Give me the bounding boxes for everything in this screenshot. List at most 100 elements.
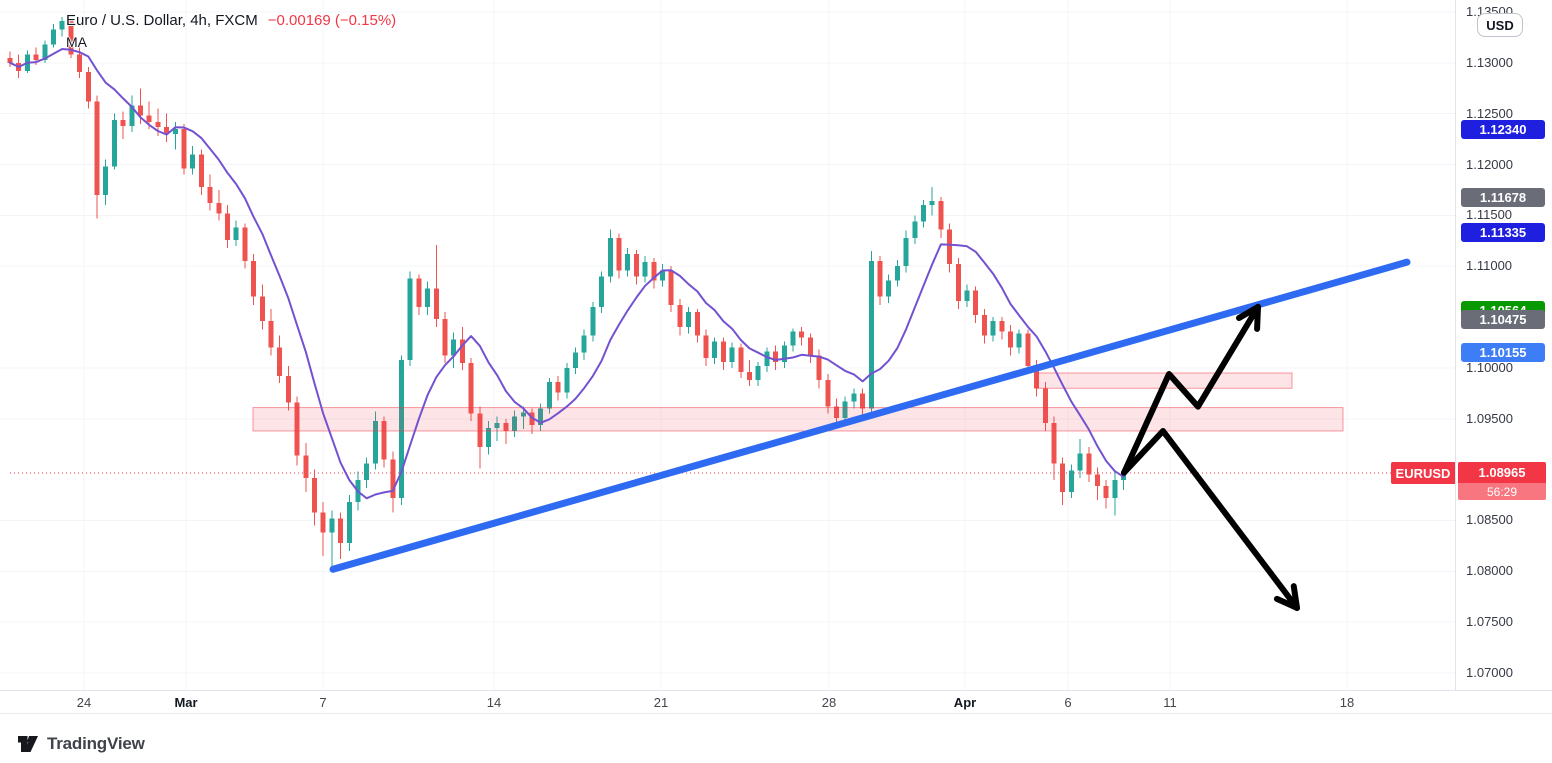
candle-body: [1060, 463, 1066, 492]
candle-body: [607, 237, 613, 277]
candle-body: [555, 382, 561, 393]
candle-body: [433, 288, 439, 320]
candle-body: [1086, 453, 1092, 475]
tradingview-logo-icon: [18, 736, 38, 752]
candle-body: [285, 376, 291, 403]
candle-body: [68, 21, 74, 55]
candle-body: [59, 21, 65, 30]
candle-body: [929, 201, 935, 206]
candle-body: [7, 57, 13, 63]
candle-body: [1112, 479, 1118, 499]
candle-body: [573, 352, 578, 368]
candle-body: [459, 339, 465, 363]
candle-body: [329, 518, 335, 533]
price-tick-label: 1.12000: [1466, 156, 1513, 172]
candle-body: [738, 347, 744, 372]
candle-body: [399, 359, 404, 499]
candle-body: [825, 380, 831, 407]
candle-body: [764, 351, 770, 366]
candle-body: [912, 221, 918, 238]
candle-body: [190, 154, 196, 169]
candle-body: [894, 266, 900, 281]
candle-body: [834, 406, 839, 418]
arrow-head: [1254, 303, 1261, 332]
candle-body: [773, 351, 779, 362]
candle-body: [42, 44, 48, 60]
candle-body: [268, 321, 274, 348]
candle-body: [494, 422, 500, 428]
candle-body: [1008, 331, 1013, 348]
supply-zone[interactable]: [252, 407, 1344, 432]
candle-body: [172, 128, 178, 135]
candle-body: [372, 420, 378, 464]
tradingview-watermark[interactable]: TradingView: [16, 732, 145, 756]
price-level-chip: 1.11678: [1461, 187, 1545, 207]
symbol-title[interactable]: Euro / U.S. Dollar, 4h, FXCM: [66, 12, 258, 29]
candle-body: [877, 261, 883, 297]
candle-body: [921, 205, 926, 222]
price-tick-label: 1.08500: [1466, 512, 1513, 528]
candle-body: [668, 270, 674, 305]
candle-body: [85, 71, 91, 102]
candle-body: [964, 290, 970, 301]
candle-body: [33, 54, 39, 60]
price-tick-label: 1.11500: [1466, 207, 1513, 223]
candle-body: [207, 186, 213, 204]
last-price-value: 1.08965: [1458, 462, 1546, 484]
candle-body: [616, 237, 622, 271]
candle-body: [842, 401, 848, 418]
candle-body: [520, 412, 526, 417]
price-level-chip: 1.10475: [1461, 310, 1545, 330]
candle-body: [990, 321, 996, 336]
currency-toggle-button[interactable]: USD: [1477, 13, 1523, 37]
indicator-ma-label[interactable]: MA: [66, 34, 87, 50]
chart-pane[interactable]: Euro / U.S. Dollar, 4h, FXCM −0.00169 (−0…: [0, 0, 1455, 690]
candle-body: [1025, 333, 1031, 366]
candle-body: [225, 213, 230, 240]
candle-body: [407, 278, 413, 360]
candle-body: [94, 101, 100, 196]
candle-body: [442, 319, 448, 356]
bar-countdown: 56:29: [1458, 483, 1546, 501]
candle-body: [590, 306, 596, 336]
candle-body: [755, 365, 761, 381]
candle-body: [1042, 388, 1048, 423]
drawn-arrow[interactable]: [1121, 303, 1261, 476]
candle-body: [1051, 422, 1057, 464]
drawn-arrow[interactable]: [1121, 428, 1300, 611]
candle-body: [146, 115, 152, 122]
arrow-head: [1290, 583, 1300, 611]
candle-body: [451, 339, 457, 356]
price-tick-label: 1.13000: [1466, 54, 1513, 70]
symbol-price-tag: EURUSD: [1391, 462, 1455, 485]
candle-body: [599, 276, 605, 307]
price-change: −0.00169 (−0.15%): [267, 12, 397, 29]
candle-body: [320, 512, 326, 533]
price-tick-label: 1.08000: [1466, 563, 1513, 579]
candle-body: [181, 128, 187, 169]
candle-body: [633, 254, 639, 277]
candle-body: [816, 355, 822, 381]
candlestick-chart[interactable]: [0, 0, 1455, 690]
time-tick-label: 6: [1064, 695, 1072, 710]
candle-body: [973, 290, 979, 316]
candle-body: [686, 311, 692, 328]
price-level-chip: 1.12340: [1461, 120, 1545, 140]
candle-body: [312, 477, 317, 513]
trendline-drawing[interactable]: [329, 258, 1411, 573]
candle-body: [703, 335, 709, 358]
candle-body: [799, 331, 805, 338]
ma-line: [9, 48, 1125, 500]
candle-body: [303, 455, 309, 478]
candle-body: [1095, 474, 1100, 486]
candle-body: [155, 121, 161, 127]
time-axis[interactable]: 24 Mar 7 14 21 28 Apr 6 11 18: [0, 690, 1552, 714]
candle-body: [790, 331, 796, 346]
price-axis[interactable]: USD 1.08965 56:29 1.13500 1.13000 1.12500 1…: [1455, 0, 1552, 714]
candle-body: [807, 337, 813, 356]
candle-body: [164, 126, 170, 135]
chart-legend: Euro / U.S. Dollar, 4h, FXCM −0.00169 (−0…: [66, 12, 396, 50]
price-tick-label: 1.07000: [1466, 665, 1513, 680]
candle-body: [1103, 485, 1109, 499]
